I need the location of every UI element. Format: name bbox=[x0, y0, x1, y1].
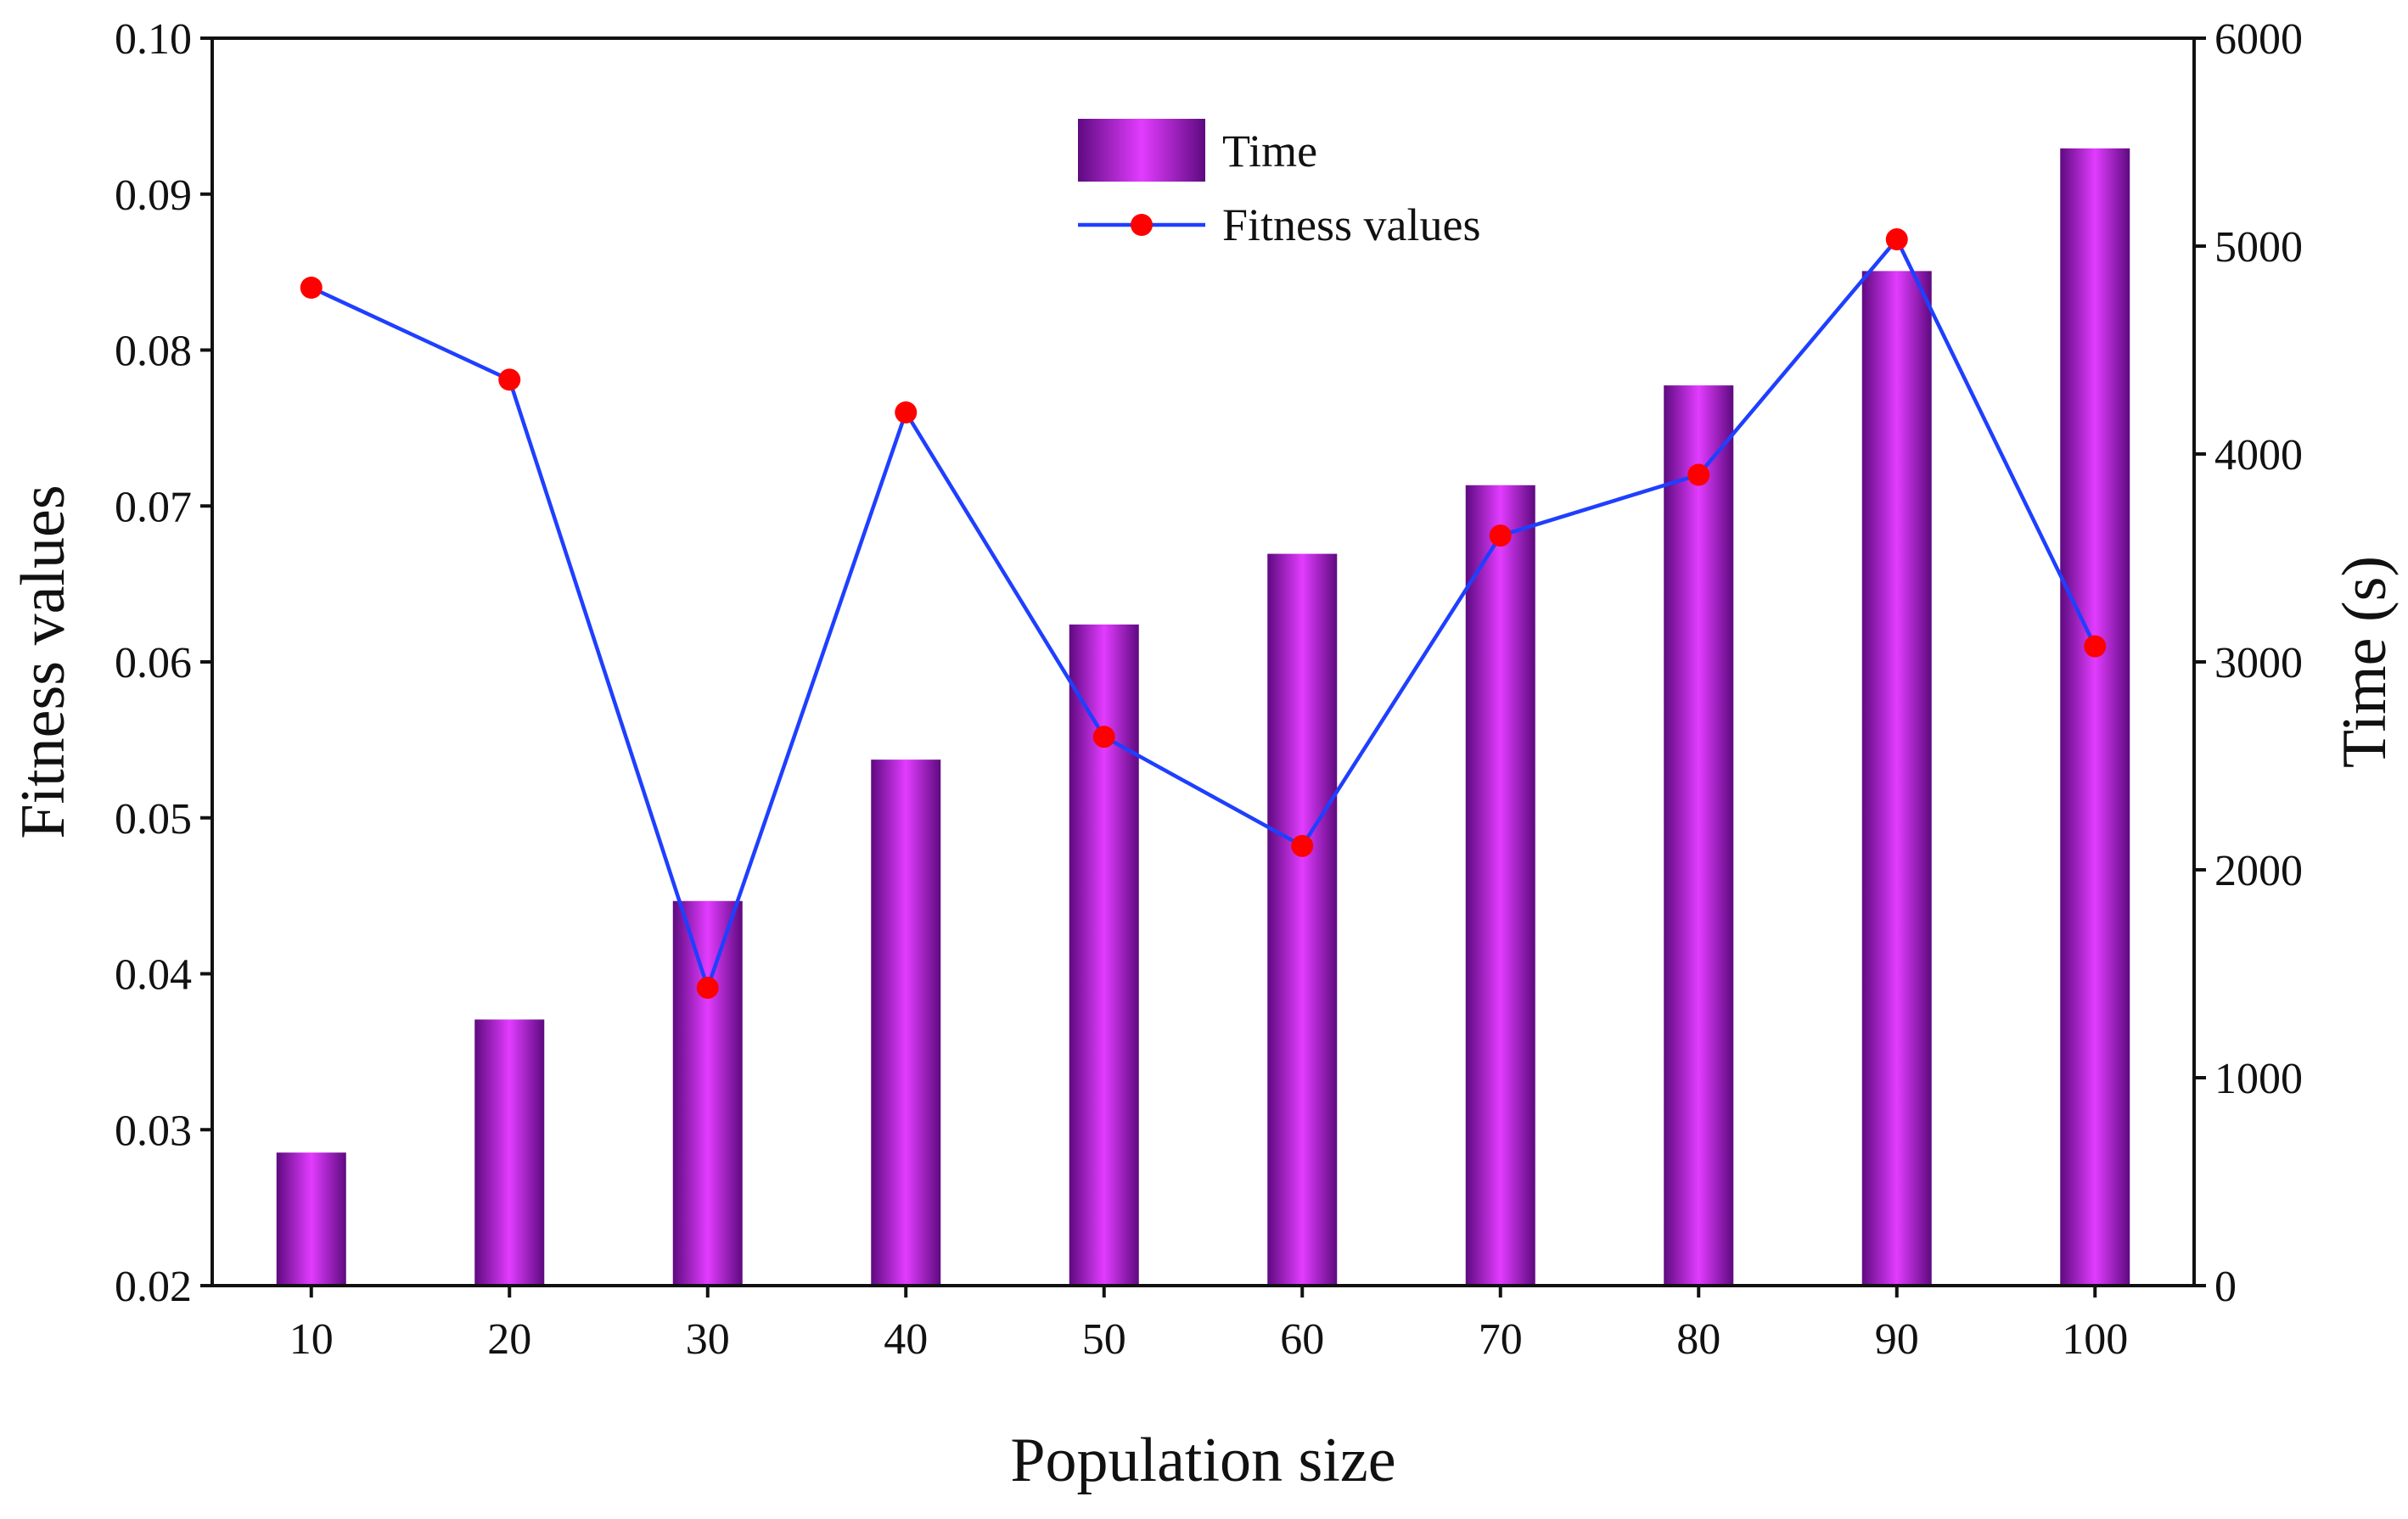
time-bar-90 bbox=[1861, 271, 1932, 1286]
left-y-tick-label: 0.07 bbox=[115, 483, 192, 531]
fitness-point-40 bbox=[895, 401, 918, 423]
time-bar-40 bbox=[871, 760, 941, 1286]
left-y-tick-label: 0.06 bbox=[115, 639, 192, 687]
left-y-tick-label: 0.10 bbox=[115, 15, 192, 64]
x-tick-label: 100 bbox=[2062, 1315, 2128, 1364]
time-bar-70 bbox=[1465, 485, 1535, 1286]
legend-time-swatch bbox=[1078, 119, 1205, 182]
fitness-point-100 bbox=[2084, 635, 2107, 658]
x-tick-label: 10 bbox=[289, 1315, 334, 1364]
time-bar-80 bbox=[1664, 385, 1734, 1286]
left-y-tick-label: 0.04 bbox=[115, 951, 192, 1000]
x-axis-title: Population size bbox=[1010, 1426, 1395, 1495]
right-y-axis-title: Time (s) bbox=[2330, 556, 2400, 768]
x-tick-label: 50 bbox=[1082, 1315, 1126, 1364]
legend-time-label: Time bbox=[1222, 126, 1317, 177]
x-tick-label: 70 bbox=[1479, 1315, 1523, 1364]
left-y-axis-title: Fitness values bbox=[8, 485, 78, 838]
left-y-tick-label: 0.05 bbox=[115, 795, 192, 844]
right-y-tick-label: 0 bbox=[2214, 1263, 2237, 1311]
fitness-series bbox=[300, 228, 2107, 1000]
legend-fitness-marker bbox=[1131, 214, 1153, 236]
fitness-line bbox=[310, 237, 2097, 990]
fitness-point-70 bbox=[1489, 524, 1512, 547]
left-y-tick-label: 0.08 bbox=[115, 328, 192, 376]
right-y-tick-label: 6000 bbox=[2214, 15, 2303, 64]
left-y-tick-label: 0.09 bbox=[115, 171, 192, 220]
time-bars bbox=[276, 148, 2130, 1286]
x-tick-label: 60 bbox=[1280, 1315, 1324, 1364]
right-y-tick-label: 4000 bbox=[2214, 431, 2303, 479]
x-tick-label: 30 bbox=[686, 1315, 730, 1364]
right-y-tick-label: 2000 bbox=[2214, 847, 2303, 895]
time-bar-50 bbox=[1069, 624, 1139, 1286]
right-y-tick-label: 5000 bbox=[2214, 223, 2303, 272]
x-tick-label: 80 bbox=[1676, 1315, 1720, 1364]
fitness-point-50 bbox=[1092, 726, 1115, 748]
time-bar-100 bbox=[2060, 148, 2130, 1286]
time-bar-30 bbox=[672, 900, 743, 1286]
fitness-point-30 bbox=[696, 977, 719, 1000]
time-bar-20 bbox=[474, 1019, 545, 1286]
fitness-point-10 bbox=[300, 277, 323, 299]
axes bbox=[200, 36, 2206, 1298]
fitness-point-60 bbox=[1291, 834, 1314, 857]
right-y-tick-label: 3000 bbox=[2214, 639, 2303, 687]
x-tick-label: 40 bbox=[884, 1315, 928, 1364]
fitness-point-90 bbox=[1885, 228, 1908, 251]
right-y-tick-label: 1000 bbox=[2214, 1055, 2303, 1103]
time-bar-60 bbox=[1267, 553, 1338, 1286]
fitness-point-20 bbox=[498, 368, 521, 391]
tick-labels: 0.02 0.03 0.04 0.05 0.06 0.07 0.08 0.09 0.10 0 100… bbox=[115, 15, 2303, 1364]
left-y-tick-label: 0.03 bbox=[115, 1107, 192, 1155]
x-tick-label: 20 bbox=[487, 1315, 531, 1364]
time-bar-10 bbox=[276, 1152, 346, 1286]
left-y-tick-label: 0.02 bbox=[115, 1263, 192, 1311]
x-tick-label: 90 bbox=[1875, 1315, 1919, 1364]
legend-fitness-label: Fitness values bbox=[1222, 199, 1481, 250]
legend: Time Fitness values bbox=[1078, 119, 1481, 250]
fitness-point-80 bbox=[1687, 463, 1710, 486]
